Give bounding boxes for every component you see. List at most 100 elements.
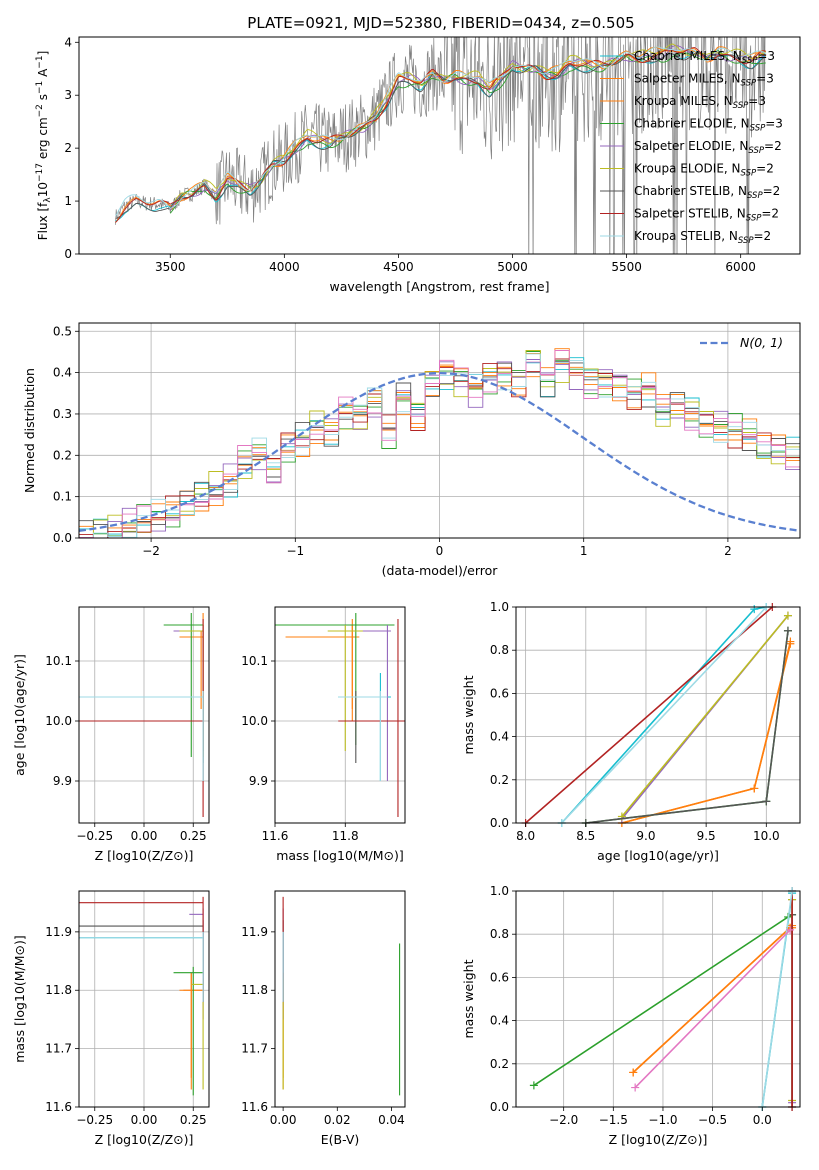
y-axis-label: age [log10(age/yr)] bbox=[12, 654, 27, 776]
weight-vs-age-panel: 8.0 8.5 9.0 9.5 10.0 0.0 0.2 0.4 0.6 0.8 1.0 age [l… bbox=[461, 600, 801, 863]
x-tick-label: 0 bbox=[436, 544, 444, 558]
panels: 3500 4000 4500 5000 5500 6000 0 1 2 3 4 wavelength … bbox=[12, 35, 801, 1147]
legend-entry: Chabrier STELIB, NSSP=2 bbox=[634, 184, 780, 201]
weight-marker bbox=[750, 605, 759, 614]
weight-line bbox=[585, 630, 789, 823]
legend-entry: Kroupa MILES, NSSP=3 bbox=[634, 94, 766, 111]
x-tick-label: −1.0 bbox=[648, 1113, 677, 1127]
y-tick-label: 11.9 bbox=[45, 925, 72, 939]
spectrum-panel: 3500 4000 4500 5000 5500 6000 0 1 2 3 4 wavelength … bbox=[35, 35, 801, 294]
x-tick-label: 0.25 bbox=[180, 829, 207, 843]
y-tick-label: 0.0 bbox=[490, 1100, 509, 1114]
legend-entry: Salpeter MILES, NSSP=3 bbox=[634, 72, 774, 89]
residual-histogram bbox=[79, 353, 800, 538]
mass-vs-Z-panel: −0.25 0.00 0.25 11.6 11.7 11.8 11.9 Z [log10(Z/… bbox=[12, 890, 210, 1147]
y-axis-label: mass [log10(M/M⊙)] bbox=[12, 935, 27, 1063]
y-axis-label: mass weight bbox=[461, 959, 476, 1038]
y-tick-label: 11.9 bbox=[241, 925, 268, 939]
legend-entry: Salpeter ELODIE, NSSP=2 bbox=[634, 139, 782, 156]
age-vs-Z-panel: −0.25 0.00 0.25 9.9 10.0 10.1 Z [log10(Z/Z⊙)] a… bbox=[12, 606, 210, 863]
x-tick-label: 1 bbox=[580, 544, 588, 558]
model-spectrum bbox=[115, 47, 766, 223]
mass-vs-EBV-panel: 0.00 0.02 0.04 11.6 11.7 11.8 11.9 E(B-V) bbox=[241, 890, 406, 1147]
x-axis-label: (data-model)/error bbox=[382, 563, 499, 578]
y-tick-label: 3 bbox=[64, 88, 72, 102]
y-tick-label: 4 bbox=[64, 35, 72, 49]
model-spectrum bbox=[169, 43, 766, 209]
x-tick-label: −2.0 bbox=[549, 1113, 578, 1127]
x-tick-label: 5500 bbox=[611, 260, 642, 274]
observed-spectrum bbox=[115, 37, 766, 254]
legend-entry: Salpeter STELIB, NSSP=2 bbox=[634, 207, 779, 224]
weight-marker bbox=[750, 784, 759, 793]
y-tick-label: 0.4 bbox=[490, 730, 509, 744]
x-tick-label: 11.6 bbox=[262, 829, 289, 843]
legend-entry: N(0, 1) bbox=[740, 335, 783, 350]
weight-line bbox=[585, 630, 789, 823]
legend-entry: Chabrier MILES, NSSP=3 bbox=[634, 49, 775, 66]
y-tick-label: 2 bbox=[64, 141, 72, 155]
y-tick-label: 0.4 bbox=[53, 366, 72, 380]
x-tick-label: 9.5 bbox=[697, 829, 716, 843]
y-tick-label: 0.2 bbox=[490, 1057, 509, 1071]
legend-entry: Chabrier ELODIE, NSSP=3 bbox=[634, 117, 783, 134]
weight-line bbox=[621, 615, 789, 818]
legend: Chabrier MILES, NSSP=3 Salpeter MILES, NS… bbox=[600, 49, 783, 246]
model-spectrum bbox=[169, 45, 767, 211]
y-tick-label: 0.6 bbox=[490, 686, 509, 700]
y-tick-label: 0.8 bbox=[490, 927, 509, 941]
axes-frame bbox=[274, 606, 406, 824]
y-tick-label: 11.6 bbox=[45, 1100, 72, 1114]
y-tick-label: 0.6 bbox=[490, 970, 509, 984]
y-tick-label: 0.8 bbox=[490, 643, 509, 657]
axes-frame bbox=[515, 606, 801, 824]
x-tick-label: −0.25 bbox=[76, 829, 113, 843]
x-tick-label: 8.5 bbox=[576, 829, 595, 843]
x-tick-label: 0.04 bbox=[378, 1113, 405, 1127]
x-tick-label: 10.0 bbox=[753, 829, 780, 843]
weight-line bbox=[561, 607, 767, 823]
y-tick-label: 1.0 bbox=[490, 884, 509, 898]
x-tick-label: 8.0 bbox=[516, 829, 535, 843]
x-tick-label: 2 bbox=[724, 544, 732, 558]
y-tick-label: 9.9 bbox=[249, 774, 268, 788]
weight-vs-Z-panel: −2.0 −1.5 −1.0 −0.5 0.0 0.0 0.2 0.4 0.6 0.8 1.0 Z [… bbox=[461, 884, 801, 1147]
axes-frame bbox=[274, 890, 406, 1108]
x-tick-label: 4500 bbox=[383, 260, 414, 274]
x-tick-label: 3500 bbox=[155, 260, 186, 274]
y-tick-label: 10.1 bbox=[241, 654, 268, 668]
x-tick-label: 0.00 bbox=[270, 1113, 297, 1127]
y-tick-label: 0.2 bbox=[490, 773, 509, 787]
x-tick-label: 0.25 bbox=[180, 1113, 207, 1127]
y-tick-label: 0.3 bbox=[53, 407, 72, 421]
weight-marker bbox=[783, 611, 792, 620]
weight-marker bbox=[786, 925, 795, 934]
y-tick-label: 0 bbox=[64, 247, 72, 261]
y-tick-label: 10.0 bbox=[45, 714, 72, 728]
y-tick-label: 11.7 bbox=[45, 1042, 72, 1056]
residual-histogram bbox=[79, 353, 800, 538]
x-tick-label: 11.8 bbox=[332, 829, 359, 843]
y-axis-label: Flux [fλ10−17 erg cm−2 s−1 A−1] bbox=[35, 51, 53, 241]
x-axis-label: age [log10(age/yr)] bbox=[597, 848, 719, 863]
x-axis-label: wavelength [Angstrom, rest frame] bbox=[329, 279, 549, 294]
y-tick-label: 11.8 bbox=[45, 983, 72, 997]
y-tick-label: 0.0 bbox=[490, 816, 509, 830]
weight-marker bbox=[631, 1083, 640, 1092]
x-axis-label: E(B-V) bbox=[321, 1132, 360, 1147]
weight-line bbox=[634, 929, 791, 1089]
residual-histogram bbox=[79, 348, 800, 538]
y-tick-label: 0.4 bbox=[490, 1014, 509, 1028]
legend-entry: Kroupa ELODIE, NSSP=2 bbox=[634, 162, 774, 179]
weight-marker bbox=[762, 797, 771, 806]
x-tick-label: −0.5 bbox=[698, 1113, 727, 1127]
x-axis-label: Z [log10(Z/Z⊙)] bbox=[95, 848, 194, 863]
x-tick-label: −0.25 bbox=[76, 1113, 113, 1127]
y-tick-label: 1 bbox=[64, 194, 72, 208]
x-tick-label: 0.02 bbox=[324, 1113, 351, 1127]
weight-marker bbox=[786, 639, 795, 648]
y-tick-label: 11.6 bbox=[241, 1100, 268, 1114]
y-tick-label: 9.9 bbox=[53, 774, 72, 788]
x-tick-label: −1.5 bbox=[599, 1113, 628, 1127]
